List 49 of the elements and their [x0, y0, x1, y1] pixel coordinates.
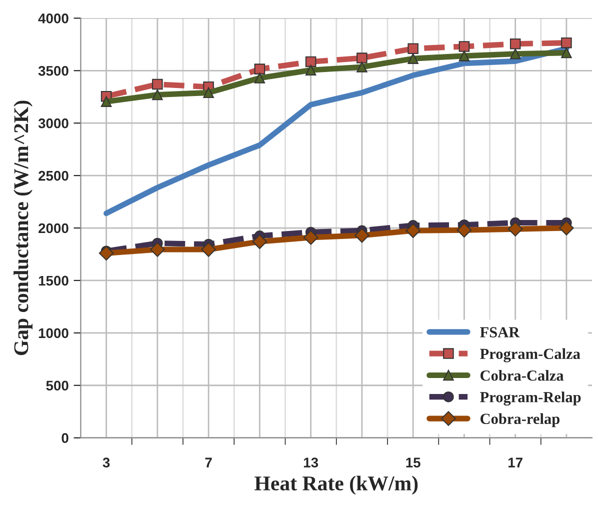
- x-axis-title: Heat Rate (kW/m): [254, 476, 418, 495]
- x-tick-label: 3: [102, 458, 110, 468]
- point: [408, 43, 418, 54]
- y-tick-label: 1500: [38, 276, 68, 286]
- point: [203, 87, 214, 98]
- y-tick-label: 1000: [38, 328, 68, 338]
- point: [510, 48, 521, 60]
- point: [305, 56, 316, 68]
- point: [354, 228, 370, 243]
- point: [252, 234, 268, 250]
- point: [152, 89, 163, 100]
- x-tick-label: 13: [304, 458, 318, 468]
- y-tick-label: 3000: [38, 118, 68, 128]
- point: [254, 64, 266, 74]
- y-tick-label: 500: [46, 380, 68, 391]
- x-tick-label: 17: [508, 458, 522, 468]
- y-axis-title: Gap conductance (W/m^2K): [14, 100, 32, 356]
- y-tick-label: 4000: [38, 14, 68, 24]
- point: [356, 62, 368, 72]
- point: [458, 50, 470, 62]
- point: [254, 72, 266, 84]
- point: [456, 222, 472, 238]
- legend-label: Program-Relap: [480, 392, 581, 406]
- point: [406, 223, 420, 238]
- point: [510, 38, 521, 50]
- point: [152, 78, 163, 90]
- legend-label: Program-Calza: [480, 348, 580, 362]
- point: [201, 242, 216, 257]
- point: [561, 37, 572, 48]
- y-tick-label: 2000: [38, 223, 68, 234]
- point: [98, 246, 114, 261]
- x-tick-label: 15: [406, 458, 420, 468]
- legend-label: FSAR: [480, 327, 520, 338]
- point: [303, 230, 318, 245]
- point: [150, 242, 165, 257]
- point: [356, 52, 368, 64]
- point: [561, 47, 572, 58]
- point: [305, 64, 316, 76]
- y-tick-label: 0: [62, 433, 68, 444]
- point: [559, 220, 574, 236]
- legend-label: Cobra-Calza: [480, 370, 564, 381]
- point: [100, 96, 112, 107]
- point: [458, 41, 470, 52]
- point: [408, 53, 418, 64]
- x-tick-label: 7: [205, 458, 212, 468]
- y-tick-label: 3500: [38, 66, 68, 76]
- point: [508, 222, 523, 236]
- legend-label: Cobra-relap: [480, 413, 560, 428]
- y-tick-label: 2500: [38, 170, 68, 181]
